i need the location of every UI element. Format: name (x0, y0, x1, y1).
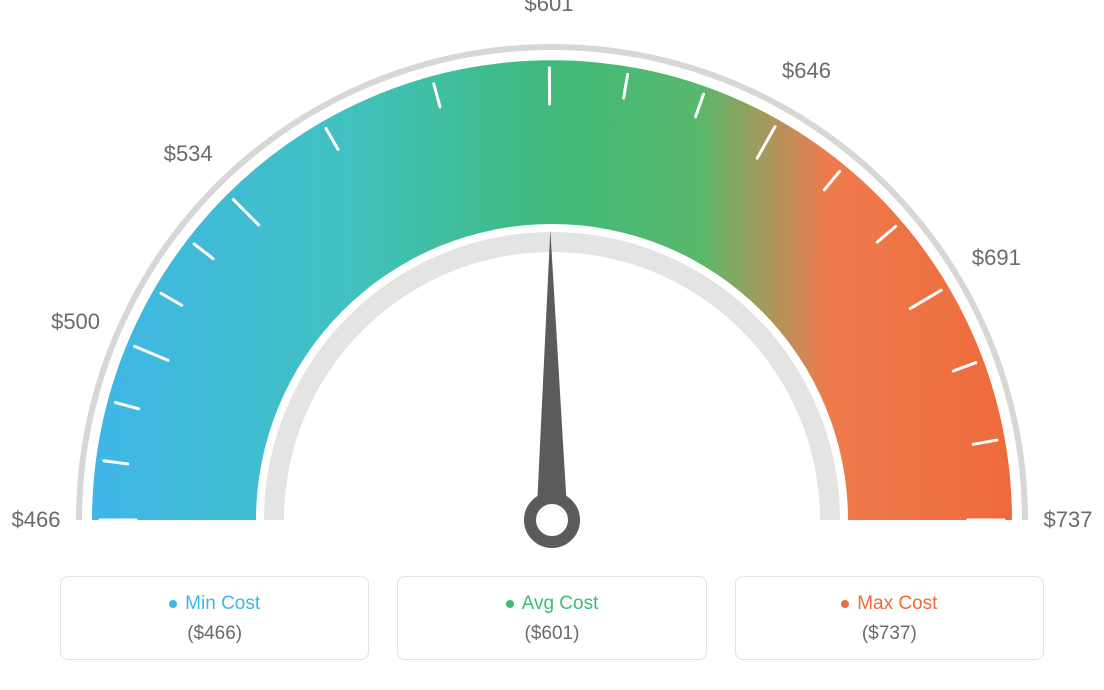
cost-gauge: $466 $500 $534 $601 $646 $691 $737 (0, 0, 1104, 560)
card-value: ($601) (398, 623, 705, 645)
dot-icon (506, 600, 514, 608)
card-label: Max Cost (857, 593, 937, 615)
card-value: ($466) (61, 623, 368, 645)
card-label: Min Cost (185, 593, 260, 615)
card-max-cost: Max Cost ($737) (735, 576, 1044, 660)
card-value: ($737) (736, 623, 1043, 645)
dot-icon (841, 600, 849, 608)
gauge-tick-label: $601 (525, 0, 574, 17)
legend-row: Min Cost ($466) Avg Cost ($601) Max Cost… (0, 576, 1104, 660)
card-avg-cost: Avg Cost ($601) (397, 576, 706, 660)
gauge-tick-label: $737 (1044, 507, 1093, 533)
gauge-tick-label: $646 (782, 58, 831, 84)
gauge-tick-label: $466 (12, 507, 61, 533)
gauge-tick-label: $500 (51, 309, 100, 335)
card-label: Avg Cost (522, 593, 599, 615)
card-min-cost: Min Cost ($466) (60, 576, 369, 660)
dot-icon (169, 600, 177, 608)
gauge-tick-label: $534 (164, 141, 213, 167)
gauge-tick-label: $691 (972, 245, 1021, 271)
